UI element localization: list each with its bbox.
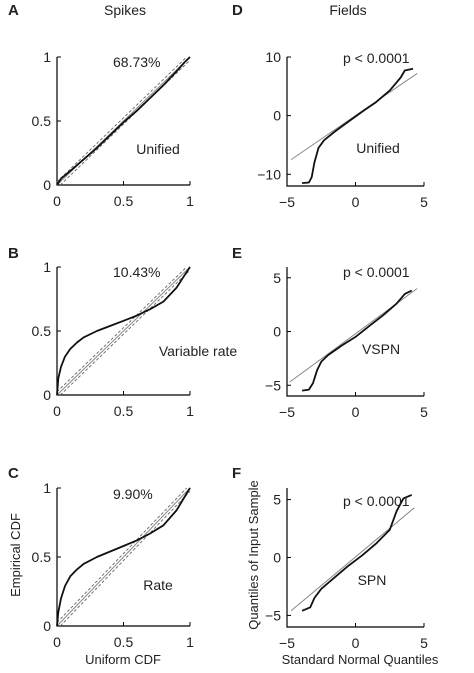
panel-letter-f: F — [232, 465, 241, 482]
data-curve-c-0 — [56, 487, 191, 627]
model-label-a: Unified — [136, 141, 180, 157]
panel-letter-d: D — [232, 2, 243, 19]
data-curve-f-0 — [301, 494, 413, 612]
panel-letter-e: E — [232, 245, 242, 262]
y-tick-label-a: 0.5 — [32, 113, 52, 129]
x-tick-label-d: 5 — [420, 194, 428, 210]
diagonal-reference-b — [56, 266, 191, 396]
y-tick-label-d: −10 — [257, 166, 281, 182]
x-tick-label-a: 0 — [53, 193, 61, 209]
annotation-b: 10.43% — [113, 264, 160, 280]
y-axis-label-empirical-cdf: Empirical CDF — [8, 513, 23, 597]
data-curve-e-0 — [301, 289, 413, 392]
model-label-b: Variable rate — [159, 343, 238, 359]
y-tick-label-c: 0.5 — [32, 549, 52, 565]
confidence-band-upper-b — [56, 266, 187, 393]
column-title-fields: Fields — [329, 2, 366, 18]
y-tick-label-b: 0 — [43, 387, 51, 403]
x-tick-label-c: 0.5 — [114, 634, 134, 650]
data-curve-b-0 — [56, 266, 191, 396]
panel-f: F −5 0 5 −5 0 5 p < 0.0001 SPN — [232, 465, 428, 651]
y-tick-label-d: 10 — [265, 49, 281, 65]
x-tick-label-b: 0.5 — [114, 403, 134, 419]
model-label-f: SPN — [358, 572, 387, 588]
axes-e — [286, 267, 424, 397]
y-tick-label-f: −5 — [265, 607, 281, 623]
x-tick-label-c: 1 — [186, 634, 194, 650]
annotation-e: p < 0.0001 — [343, 264, 410, 280]
model-label-d: Unified — [356, 140, 400, 156]
confidence-band-upper-c — [56, 487, 187, 623]
y-tick-label-a: 0 — [43, 177, 51, 193]
x-tick-label-f: 0 — [352, 635, 360, 651]
y-tick-label-c: 1 — [43, 480, 51, 496]
x-tick-label-d: −5 — [279, 194, 295, 210]
model-label-e: VSPN — [362, 341, 400, 357]
y-tick-label-e: 5 — [273, 270, 281, 286]
data-curve-d-0 — [302, 67, 414, 184]
panel-letter-a: A — [8, 2, 19, 19]
annotation-a: 68.73% — [113, 54, 160, 70]
confidence-band-upper-a — [56, 56, 187, 183]
x-tick-label-b: 1 — [186, 403, 194, 419]
annotation-c: 9.90% — [113, 486, 153, 502]
panel-d: D −5 0 5 −10 0 10 p < 0.0001 Unified — [232, 2, 428, 210]
x-tick-label-e: 0 — [352, 404, 360, 420]
panel-letter-c: C — [8, 465, 19, 482]
x-tick-label-f: 5 — [420, 635, 428, 651]
y-tick-label-e: 0 — [273, 324, 281, 340]
x-tick-label-d: 0 — [352, 194, 360, 210]
reference-line-f — [290, 507, 415, 612]
panel-c: C 0 0.5 1 0 0.5 1 9.90% Rate — [8, 465, 194, 650]
panel-letter-b: B — [8, 245, 19, 262]
column-title-spikes: Spikes — [104, 2, 146, 18]
x-tick-label-b: 0 — [53, 403, 61, 419]
x-tick-label-e: 5 — [420, 404, 428, 420]
y-tick-label-b: 0.5 — [32, 323, 52, 339]
x-axis-label-standard-normal-quantiles: Standard Normal Quantiles — [282, 652, 439, 667]
x-tick-label-f: −5 — [279, 635, 295, 651]
panel-b: B 0 0.5 1 0 0.5 1 10.43% Variable rate — [8, 245, 237, 419]
x-tick-label-a: 0.5 — [114, 193, 134, 209]
x-tick-label-a: 1 — [186, 193, 194, 209]
y-tick-label-d: 0 — [273, 108, 281, 124]
model-label-c: Rate — [143, 577, 173, 593]
data-curve-a-0 — [56, 56, 191, 186]
y-tick-label-c: 0 — [43, 618, 51, 634]
diagonal-reference-c — [56, 487, 191, 627]
panel-a: A 0 0.5 1 0 0.5 1 68.73% Unified — [8, 2, 194, 209]
y-tick-label-a: 1 — [43, 49, 51, 65]
y-tick-label-b: 1 — [43, 259, 51, 275]
confidence-band-lower-c — [60, 491, 191, 627]
panel-e: E −5 0 5 −5 0 5 p < 0.0001 VSPN — [232, 245, 428, 420]
y-axis-label-quantiles-of-input-sample: Quantiles of Input Sample — [246, 480, 261, 630]
confidence-band-lower-b — [60, 269, 191, 396]
y-tick-label-f: 0 — [273, 550, 281, 566]
y-tick-label-e: −5 — [265, 377, 281, 393]
annotation-f: p < 0.0001 — [343, 493, 410, 509]
x-axis-label-uniform-cdf: Uniform CDF — [85, 652, 161, 667]
axes-d — [286, 57, 424, 187]
x-tick-label-e: −5 — [279, 404, 295, 420]
y-tick-label-f: 5 — [273, 492, 281, 508]
annotation-d: p < 0.0001 — [343, 50, 410, 66]
x-tick-label-c: 0 — [53, 634, 61, 650]
